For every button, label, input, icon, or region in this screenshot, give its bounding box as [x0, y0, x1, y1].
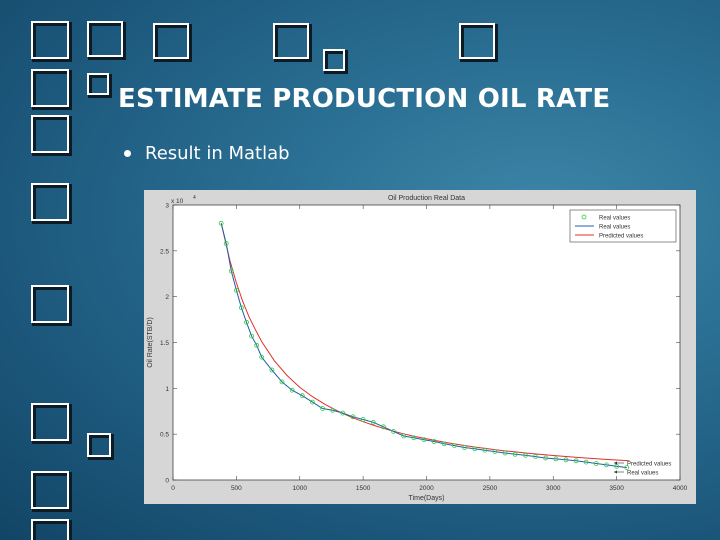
- deco-square: [32, 70, 72, 110]
- data-point-real-value: [543, 455, 549, 461]
- data-point-real-value: [218, 220, 224, 226]
- annotation-arrowhead: [614, 461, 617, 465]
- data-point-real-value: [512, 451, 518, 457]
- data-point-real-value: [309, 399, 315, 405]
- data-point-real-value: [563, 457, 569, 463]
- data-point-real-value: [340, 410, 346, 416]
- chart-title: Oil Production Real Data: [388, 195, 465, 202]
- deco-square: [32, 116, 72, 156]
- deco-square: [460, 24, 498, 62]
- deco-square: [88, 434, 114, 460]
- y-multiplier: x 10: [171, 198, 184, 205]
- oil-rate-chart: Oil Production Real Data 0 500 1000 1500 2000…: [147, 195, 688, 502]
- y-tick-label: 0.5: [160, 432, 169, 439]
- y-axis-label: Oil Rate(STB/D): [147, 317, 154, 368]
- matlab-figure: Oil Production Real Data 0 500 1000 1500 2000…: [144, 190, 696, 504]
- x-tick-label: 1500: [356, 485, 371, 492]
- deco-square: [32, 404, 72, 444]
- deco-square: [32, 520, 72, 540]
- legend-label: Real values: [599, 216, 630, 222]
- y-tick-label: 1: [165, 386, 169, 393]
- data-point-real-value: [228, 268, 234, 274]
- data-point-real-value: [391, 428, 396, 434]
- data-point-real-value: [624, 465, 630, 471]
- data-point-real-value: [533, 454, 538, 460]
- x-tick-label: 2500: [483, 485, 498, 492]
- data-point-real-value: [593, 461, 599, 466]
- plot-area: [172, 204, 681, 481]
- data-point-real-value: [462, 445, 467, 450]
- x-axis-label: Time(Days): [409, 495, 445, 502]
- deco-square: [274, 24, 312, 62]
- deco-square: [32, 22, 72, 62]
- data-point-real-value: [223, 241, 229, 246]
- data-point-real-value: [502, 450, 508, 456]
- data-point-real-value: [350, 414, 356, 420]
- data-point-real-value: [249, 333, 254, 339]
- data-point-real-value: [492, 449, 498, 455]
- annotation-arrowhead: [614, 470, 617, 474]
- data-point-real-value: [553, 456, 559, 462]
- data-point-real-value: [244, 319, 249, 325]
- slide-title: ESTIMATE PRODUCTION OIL RATE: [118, 84, 611, 114]
- y-tick-label: 2: [165, 294, 169, 301]
- data-point-real-value: [234, 287, 239, 293]
- deco-square: [324, 50, 348, 74]
- legend-swatch: [581, 214, 587, 220]
- x-tick-label: 3500: [609, 485, 624, 492]
- deco-square: [32, 286, 72, 326]
- data-point-real-value: [522, 452, 528, 458]
- data-point-real-value: [269, 367, 275, 373]
- deco-square: [32, 184, 72, 224]
- x-tick-label: 1000: [293, 485, 308, 492]
- annotation-label: Predicted values: [627, 462, 671, 468]
- data-point-real-value: [441, 441, 447, 447]
- y-tick-label: 0: [165, 478, 169, 485]
- legend-label: Predicted values: [599, 234, 643, 240]
- annotation-label: Real values: [627, 471, 658, 477]
- x-tick-label: 0: [171, 485, 175, 492]
- y-tick-label: 2.5: [160, 248, 169, 255]
- data-point-real-value: [330, 407, 336, 413]
- data-point-real-value: [411, 435, 417, 441]
- deco-square: [88, 22, 126, 60]
- series-predicted-values: [220, 223, 630, 462]
- x-tick-label: 2000: [419, 485, 434, 492]
- x-tick-label: 500: [231, 485, 242, 492]
- bullet-item: Result in Matlab: [124, 143, 290, 164]
- data-point-real-value: [421, 437, 427, 443]
- data-point-real-value: [289, 387, 295, 393]
- x-tick-label: 4000: [673, 485, 688, 492]
- legend-label: Real values: [599, 225, 630, 231]
- data-point-real-value: [604, 462, 609, 468]
- data-point-real-value: [583, 459, 589, 465]
- data-point-real-value: [482, 447, 488, 453]
- y-tick-label: 3: [165, 203, 169, 210]
- series-real-values-line: [220, 223, 627, 469]
- data-point-real-value: [320, 406, 326, 411]
- data-point-real-value: [380, 424, 386, 430]
- data-point-real-value: [401, 433, 407, 439]
- deco-square: [88, 74, 112, 98]
- deco-square: [32, 472, 72, 512]
- data-point-real-value: [279, 379, 285, 385]
- data-point-real-value: [472, 446, 478, 452]
- data-point-real-value: [254, 342, 260, 348]
- x-tick-label: 3000: [546, 485, 561, 492]
- data-point-real-value: [451, 443, 457, 449]
- data-point-real-value: [360, 417, 366, 422]
- data-point-real-value: [573, 458, 579, 464]
- y-exponent: 4: [193, 195, 196, 201]
- data-point-real-value: [370, 419, 376, 425]
- y-tick-label: 1.5: [160, 340, 169, 347]
- bullet-icon: [124, 150, 131, 157]
- data-point-real-value: [239, 305, 244, 311]
- data-point-real-value: [259, 354, 265, 360]
- data-point-real-value: [431, 439, 437, 444]
- deco-square: [154, 24, 192, 62]
- bullet-text: Result in Matlab: [145, 143, 290, 164]
- data-point-real-value: [299, 393, 305, 399]
